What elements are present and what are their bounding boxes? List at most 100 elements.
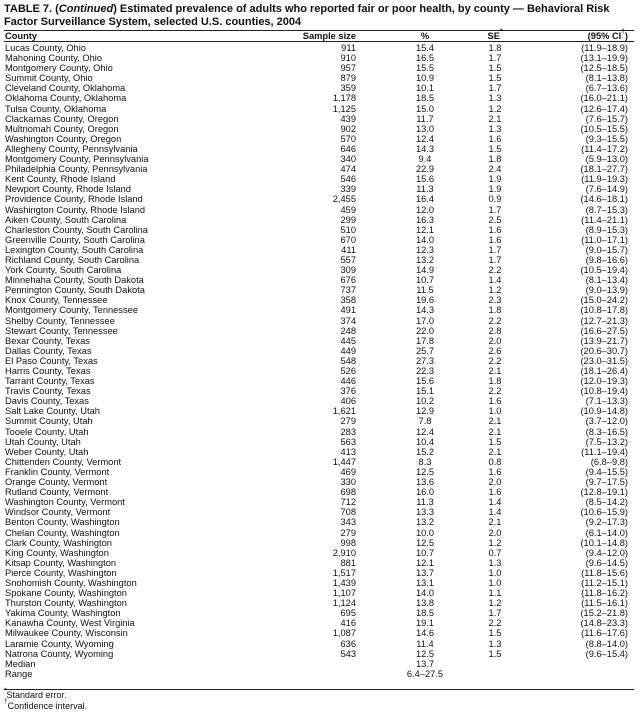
cell-sample-size: 2,455 bbox=[332, 194, 356, 205]
cell-ci: (12.8–19.1) bbox=[580, 487, 628, 498]
header-se: SE* bbox=[487, 28, 503, 41]
cell-percent: 25.7 bbox=[415, 345, 435, 356]
cell-county: Allegheny County, Pennsylvania bbox=[5, 143, 138, 154]
cell-county: Summit County, Utah bbox=[5, 416, 93, 427]
cell-se: 1.6 bbox=[488, 133, 502, 144]
cell-county: Pierce County, Washington bbox=[5, 567, 117, 578]
cell-sample-size: 416 bbox=[340, 618, 356, 629]
cell-ci: (9.7–17.5) bbox=[585, 477, 628, 488]
cell-sample-size: 1,125 bbox=[332, 103, 356, 114]
cell-county: Newport County, Rhode Island bbox=[5, 184, 131, 195]
header-ci: (95% CI†) bbox=[587, 28, 628, 41]
cell-county: Montgomery County, Ohio bbox=[5, 63, 113, 74]
cell-percent: 11.4 bbox=[416, 638, 434, 649]
table-row: Richland County, South Carolina 557 13.2 1.… bbox=[0, 255, 640, 265]
cell-county: Kitsap County, Washington bbox=[5, 557, 117, 568]
cell-ci: (9.4–15.5) bbox=[585, 466, 628, 477]
cell-county: Summit County, Ohio bbox=[5, 73, 93, 84]
cell-ci: (6.8–9.8) bbox=[590, 456, 628, 467]
cell-se: 1.7 bbox=[488, 608, 502, 619]
cell-percent: 14.3 bbox=[415, 143, 435, 154]
table-row: El Paso County, Texas 548 27.3 2.2 (23.0–31.… bbox=[0, 356, 640, 366]
cell-ci: (3.7–12.0) bbox=[585, 416, 628, 427]
cell-county: Multnomah County, Oregon bbox=[5, 123, 119, 134]
cell-county: Median bbox=[5, 658, 36, 669]
cell-se: 1.0 bbox=[488, 406, 502, 417]
cell-county: Minnehaha County, South Dakota bbox=[5, 275, 144, 286]
cell-county: Tooele County, Utah bbox=[5, 426, 89, 437]
cell-se: 2.2 bbox=[488, 386, 502, 397]
cell-ci: (10.9–14.8) bbox=[580, 406, 628, 417]
table-row: Summit County, Utah 279 7.8 2.1 (3.7–12.0) bbox=[0, 416, 640, 426]
cell-se: 1.6 bbox=[488, 234, 502, 245]
cell-sample-size: 998 bbox=[340, 537, 356, 548]
cell-se: 1.8 bbox=[488, 154, 502, 165]
cell-percent: 13.6 bbox=[415, 477, 435, 488]
cell-percent: 18.5 bbox=[415, 608, 435, 619]
cell-se: 2.1 bbox=[488, 366, 502, 376]
cell-sample-size: 570 bbox=[340, 133, 356, 144]
cell-percent: 10.0 bbox=[415, 527, 435, 538]
cell-sample-size: 413 bbox=[340, 446, 356, 457]
cell-county: Windsor County, Vermont bbox=[5, 507, 111, 518]
cell-sample-size: 2,910 bbox=[332, 547, 356, 558]
table-row: Benton County, Washington 343 13.2 2.1 (9.2–… bbox=[0, 517, 640, 527]
cell-ci: (11.2–15.1) bbox=[581, 577, 628, 588]
cell-ci: (10.8–19.4) bbox=[580, 386, 628, 397]
cell-percent: 11.3 bbox=[416, 497, 434, 508]
cell-county: Weber County, Utah bbox=[5, 446, 89, 457]
table-row: Montgomery County, Tennessee 491 14.3 1.8 (1… bbox=[0, 305, 640, 315]
table-row: Greenville County, South Carolina 670 14.0… bbox=[0, 235, 640, 245]
cell-sample-size: 543 bbox=[340, 648, 356, 659]
cell-se: 2.1 bbox=[488, 113, 502, 124]
table-row: Summit County, Ohio 879 10.9 1.5 (8.1–13.8) bbox=[0, 73, 640, 83]
cell-ci: (11.1–19.4) bbox=[581, 446, 628, 457]
cell-se: 1.8 bbox=[488, 43, 502, 53]
footnote-ci: †Confidence interval. bbox=[4, 698, 88, 711]
table-row: Aiken County, South Carolina 299 16.3 2.5 (1… bbox=[0, 215, 640, 225]
cell-ci: (11.9–18.9) bbox=[581, 43, 628, 53]
cell-percent: 13.1 bbox=[415, 577, 435, 588]
table-row: Median 13.7 bbox=[0, 659, 640, 669]
cell-se: 1.4 bbox=[488, 275, 502, 286]
cell-county: Washington County, Rhode Island bbox=[5, 204, 146, 215]
cell-sample-size: 491 bbox=[340, 305, 356, 316]
cell-percent: 12.5 bbox=[415, 466, 435, 477]
cell-se: 1.3 bbox=[488, 93, 502, 104]
cell-ci: (8.3–16.5) bbox=[585, 426, 628, 437]
cell-county: Bexar County, Texas bbox=[5, 335, 90, 346]
cell-county: Dallas County, Texas bbox=[5, 345, 92, 356]
cell-se: 1.2 bbox=[488, 103, 502, 114]
cell-percent: 10.2 bbox=[415, 396, 435, 407]
cell-sample-size: 510 bbox=[340, 224, 356, 235]
cell-sample-size: 459 bbox=[340, 204, 356, 215]
cell-county: Davis County, Texas bbox=[5, 396, 89, 407]
cell-se: 1.4 bbox=[488, 507, 502, 518]
cell-county: Rutland County, Vermont bbox=[5, 487, 109, 498]
cell-sample-size: 1,107 bbox=[332, 588, 356, 599]
footnote-se: *Standard error. bbox=[4, 687, 67, 700]
cell-percent: 12.5 bbox=[415, 537, 435, 548]
cell-county: King County, Washington bbox=[5, 547, 109, 558]
table-row: Orange County, Vermont 330 13.6 2.0 (9.7–17.… bbox=[0, 477, 640, 487]
cell-county: Shelby County, Tennessee bbox=[5, 315, 115, 326]
cell-ci: (14.6–18.1) bbox=[580, 194, 628, 205]
top-rule bbox=[4, 30, 634, 31]
table-row: Salt Lake County, Utah 1,621 12.9 1.0 (10.9–… bbox=[0, 406, 640, 416]
cell-sample-size: 279 bbox=[340, 416, 356, 427]
cell-county: Aiken County, South Carolina bbox=[5, 214, 127, 225]
cell-county: Greenville County, South Carolina bbox=[5, 234, 145, 245]
cell-county: Cleveland County, Oklahoma bbox=[5, 83, 126, 94]
table-row: Kanawha County, West Virginia 416 19.1 2.2 (… bbox=[0, 618, 640, 628]
cell-se: 1.5 bbox=[488, 648, 502, 659]
cell-se: 2.8 bbox=[488, 325, 502, 336]
cell-county: Providence County, Rhode Island bbox=[5, 194, 143, 205]
cell-percent: 10.7 bbox=[415, 275, 435, 286]
cell-ci: (11.6–17.6) bbox=[581, 628, 628, 639]
cell-ci: (9.4–12.0) bbox=[585, 547, 628, 558]
cell-percent: 11.5 bbox=[416, 285, 434, 296]
cell-se: 1.5 bbox=[488, 63, 502, 74]
cell-county: Montgomery County, Pennsylvania bbox=[5, 154, 149, 165]
cell-county: Clackamas County, Oregon bbox=[5, 113, 119, 124]
cell-ci: (10.1–14.8) bbox=[580, 537, 628, 548]
